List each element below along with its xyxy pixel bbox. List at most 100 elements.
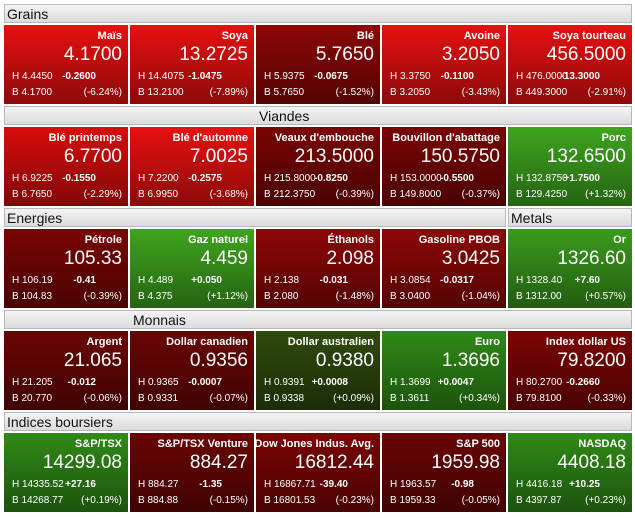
quote-tile[interactable]: Veaux d'embouche 213.5000 H 215.8000 -0.825… xyxy=(256,127,380,206)
instrument-name: Or xyxy=(613,234,626,246)
instrument-name: Blé d'automne xyxy=(172,132,248,144)
price: 7.0025 xyxy=(189,146,248,167)
price: 132.6500 xyxy=(546,146,626,167)
quote-tile[interactable]: Argent 21.065 H 21.205 -0.012 B 20.770 (-0.06… xyxy=(4,331,128,410)
change: -13.3000 xyxy=(560,71,600,82)
price: 6.7700 xyxy=(63,146,122,167)
quote-tile[interactable]: Dollar canadien 0.9356 H 0.9365 -0.0007 B 0.… xyxy=(130,331,254,410)
price: 14299.08 xyxy=(42,452,122,473)
percent-change: (-2.29%) xyxy=(83,189,122,200)
high: H 215.8000 xyxy=(264,173,316,184)
high: H 80.2700 xyxy=(516,377,563,388)
low: B 0.9331 xyxy=(138,393,179,404)
price: 3.0425 xyxy=(441,248,500,269)
change: +10.25 xyxy=(569,479,600,490)
change: -0.5500 xyxy=(440,173,474,184)
quote-tile[interactable]: Blé d'automne 7.0025 H 7.2200 -0.2575 B 6.99… xyxy=(130,127,254,206)
instrument-name: Porc xyxy=(601,132,626,144)
change: -0.012 xyxy=(67,377,96,388)
change: +7.60 xyxy=(574,275,600,286)
high: H 1328.40 xyxy=(516,275,563,286)
high: H 106.19 xyxy=(12,275,53,286)
quote-tile[interactable]: Gasoline PBOB 3.0425 H 3.0854 -0.0317 B 3.04… xyxy=(382,229,506,308)
quote-tile[interactable]: NASDAQ 4408.18 H 4416.18 +10.25 B 4397.87 (+0… xyxy=(508,433,632,512)
high: H 0.9365 xyxy=(138,377,179,388)
low: B 14268.77 xyxy=(12,495,64,506)
quote-tile[interactable]: Soya tourteau 456.5000 H 476.0000 -13.3000 B… xyxy=(508,25,632,104)
price: 0.9380 xyxy=(315,350,374,371)
high: H 1.3699 xyxy=(390,377,431,388)
high: H 153.0000 xyxy=(390,173,442,184)
percent-change: (+0.19%) xyxy=(81,495,122,506)
quote-tile[interactable]: Gaz naturel 4.459 H 4.489 +0.050 B 4.375 (+1.… xyxy=(130,229,254,308)
instrument-name: Gaz naturel xyxy=(188,234,248,246)
high: H 16867.71 xyxy=(264,479,316,490)
high: H 4416.18 xyxy=(516,479,563,490)
price: 150.5750 xyxy=(420,146,500,167)
high: H 1963.57 xyxy=(390,479,437,490)
percent-change: (-1.52%) xyxy=(335,87,374,98)
percent-change: (-0.07%) xyxy=(209,393,248,404)
instrument-name: Blé printemps xyxy=(48,132,122,144)
instrument-name: S&P/TSX xyxy=(74,438,122,450)
low: B 13.2100 xyxy=(138,87,184,98)
percent-change: (-0.23%) xyxy=(335,495,374,506)
price: 16812.44 xyxy=(294,452,374,473)
quote-tile[interactable]: Soya 13.2725 H 14.4075 -1.0475 B 13.2100 (-7.… xyxy=(130,25,254,104)
quote-tile[interactable]: Blé printemps 6.7700 H 6.9225 -0.1550 B 6.76… xyxy=(4,127,128,206)
percent-change: (-0.05%) xyxy=(461,495,500,506)
quote-tile[interactable]: Euro 1.3696 H 1.3699 +0.0047 B 1.3611 (+0.34%… xyxy=(382,331,506,410)
low: B 16801.53 xyxy=(264,495,316,506)
percent-change: (-0.15%) xyxy=(209,495,248,506)
change: -0.2660 xyxy=(566,377,600,388)
percent-change: (+0.23%) xyxy=(585,495,626,506)
price: 884.27 xyxy=(189,452,248,473)
low: B 4397.87 xyxy=(516,495,562,506)
quote-tile[interactable]: Dollar australien 0.9380 H 0.9391 +0.0008 B … xyxy=(256,331,380,410)
instrument-name: Éthanols xyxy=(327,234,374,246)
quote-tile[interactable]: Dow Jones Indus. Avg. 16812.44 H 16867.71-… xyxy=(254,433,380,512)
instrument-name: Index dollar US xyxy=(545,336,626,348)
instrument-name: Dow Jones Indus. Avg. xyxy=(254,438,374,450)
high: H 6.9225 xyxy=(12,173,53,184)
quote-tile[interactable]: Avoine 3.2050 H 3.3750 -0.1100 B 3.2050 (-3.4… xyxy=(382,25,506,104)
instrument-name: Dollar canadien xyxy=(166,336,248,348)
quote-tile[interactable]: S&P/TSX 14299.08 H 14335.52 +27.16 B 14268.7… xyxy=(4,433,128,512)
price: 1.3696 xyxy=(441,350,500,371)
percent-change: (+0.57%) xyxy=(585,291,626,302)
section-header: Energies xyxy=(4,208,506,227)
quote-tile[interactable]: Or 1326.60 H 1328.40 +7.60 B 1312.00 (+0.57%) xyxy=(508,229,632,308)
price: 1959.98 xyxy=(431,452,500,473)
quote-tile[interactable]: Porc 132.6500 H 132.8750 +1.7500 B 129.4250 (… xyxy=(508,127,632,206)
percent-change: (-1.48%) xyxy=(335,291,374,302)
change: -39.40 xyxy=(319,479,348,490)
quote-tile[interactable]: S&P/TSX Venture 884.27 H 884.27 -1.35 B 884.… xyxy=(130,433,254,512)
quote-tile[interactable]: Blé 5.7650 H 5.9375 -0.0675 B 5.7650 (-1.52%) xyxy=(256,25,380,104)
low: B 449.3000 xyxy=(516,87,568,98)
quote-tile[interactable]: Index dollar US 79.8200 H 80.2700 -0.2660 B … xyxy=(508,331,632,410)
low: B 3.0400 xyxy=(390,291,431,302)
price: 4.459 xyxy=(200,248,248,269)
low: B 4.375 xyxy=(138,291,173,302)
quote-tile[interactable]: S&P 500 1959.98 H 1963.57 -0.98 B 1959.33 (-0… xyxy=(382,433,506,512)
quote-tile[interactable]: Maïs 4.1700 H 4.4450 -0.2600 B 4.1700 (-6.24%… xyxy=(4,25,128,104)
instrument-name: Gasoline PBOB xyxy=(418,234,500,246)
high: H 476.0000 xyxy=(516,71,568,82)
high: H 21.205 xyxy=(12,377,53,388)
price: 4408.18 xyxy=(557,452,626,473)
section-title: Monnais xyxy=(133,312,186,328)
price: 4.1700 xyxy=(63,44,122,65)
quote-tile[interactable]: Pétrole 105.33 H 106.19 -0.41 B 104.83 (-0.39… xyxy=(4,229,128,308)
section-header: Monnais xyxy=(4,310,632,329)
change: -0.031 xyxy=(319,275,348,286)
change: -0.0317 xyxy=(440,275,474,286)
quote-tile[interactable]: Éthanols 2.098 H 2.138 -0.031 B 2.080 (-1.48%… xyxy=(256,229,380,308)
change: -0.1550 xyxy=(62,173,96,184)
low: B 1312.00 xyxy=(516,291,562,302)
change: -0.98 xyxy=(451,479,474,490)
quote-tile[interactable]: Bouvillon d'abattage 150.5750 H 153.0000 -0… xyxy=(382,127,506,206)
percent-change: (-3.43%) xyxy=(461,87,500,98)
low: B 884.88 xyxy=(138,495,179,506)
instrument-name: Pétrole xyxy=(84,234,122,246)
